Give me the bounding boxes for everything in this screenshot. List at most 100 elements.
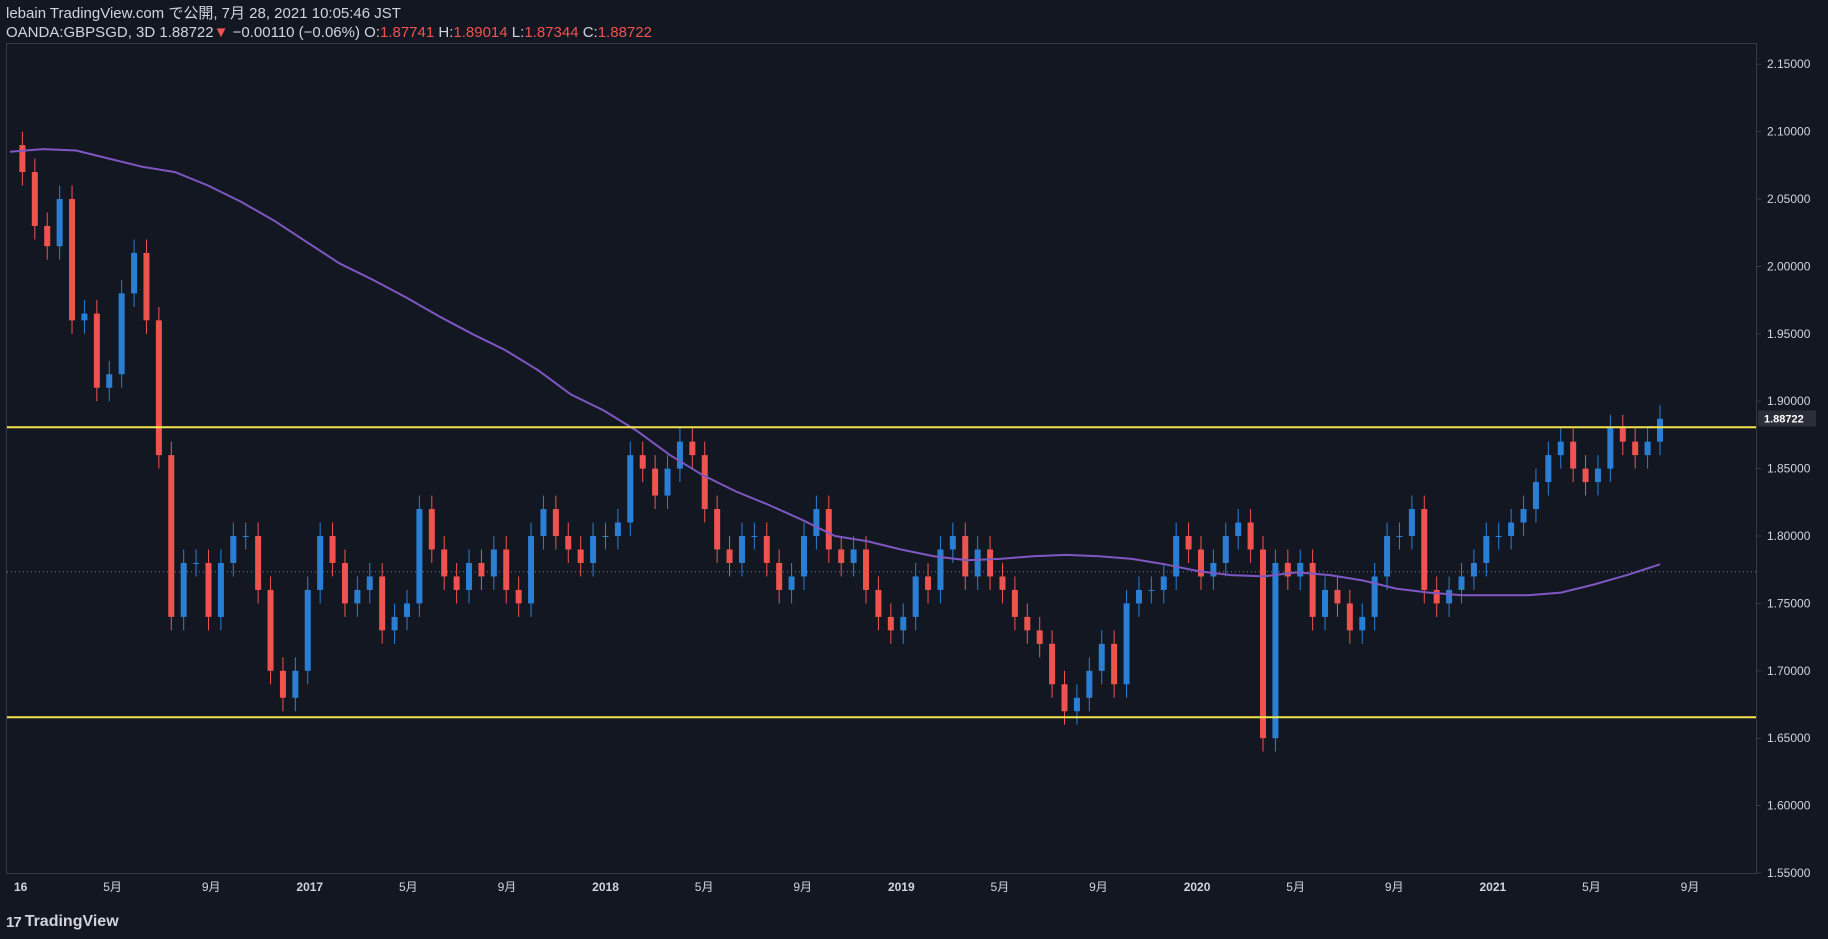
candle-body bbox=[1644, 441, 1651, 456]
moving-average-line bbox=[9, 148, 1661, 597]
candle-body bbox=[453, 576, 460, 590]
candle-body bbox=[987, 549, 994, 577]
candle-body bbox=[168, 455, 175, 617]
candle-body bbox=[838, 549, 845, 563]
candle-body bbox=[1309, 562, 1316, 617]
last-price-tag: 1.88722 bbox=[1764, 413, 1804, 425]
candle-body bbox=[1346, 603, 1353, 631]
candle-body bbox=[391, 616, 398, 631]
y-tick-label: 2.10000 bbox=[1767, 125, 1811, 139]
candle-body bbox=[1495, 536, 1502, 538]
candle-body bbox=[1197, 549, 1204, 577]
candle-body bbox=[1446, 589, 1453, 604]
candle-body bbox=[738, 536, 745, 563]
candle-body bbox=[317, 536, 324, 590]
candle-body bbox=[1073, 697, 1080, 712]
candle-body bbox=[1185, 536, 1192, 550]
candle-body bbox=[193, 562, 200, 564]
candle-body bbox=[292, 670, 299, 698]
x-tick-label: 9月 bbox=[1385, 880, 1404, 894]
candle-body bbox=[93, 313, 100, 388]
candle-body bbox=[776, 562, 783, 590]
candle-body bbox=[515, 589, 522, 604]
candle-body bbox=[937, 549, 944, 590]
candle-body bbox=[925, 576, 932, 590]
change-value: −0.00110 (−0.06%) bbox=[232, 24, 360, 41]
candle-body bbox=[701, 455, 708, 510]
candle-body bbox=[1470, 562, 1477, 577]
candle-body bbox=[664, 468, 671, 496]
brand-name: TradingView bbox=[24, 913, 119, 930]
candle-body bbox=[1086, 670, 1093, 698]
candle-body bbox=[1024, 616, 1031, 631]
candle-body bbox=[714, 509, 721, 550]
candle-body bbox=[552, 509, 559, 537]
candle-body bbox=[44, 225, 51, 247]
candle-body bbox=[850, 549, 857, 563]
candle-body bbox=[106, 374, 113, 388]
candle-body bbox=[1594, 468, 1601, 483]
candle-body bbox=[255, 536, 262, 590]
candle-body bbox=[1657, 418, 1663, 442]
candle-body bbox=[1371, 576, 1378, 617]
open-label: O: bbox=[364, 24, 380, 41]
candle-body bbox=[800, 536, 807, 577]
candle-body bbox=[1111, 643, 1118, 685]
candle-body bbox=[1284, 562, 1291, 577]
candle-body bbox=[614, 522, 621, 537]
candle-body bbox=[689, 441, 696, 456]
x-tick-label: 5月 bbox=[695, 880, 714, 894]
y-tick-label: 1.95000 bbox=[1767, 327, 1811, 341]
candle-body bbox=[887, 616, 894, 631]
candle-body bbox=[1433, 589, 1440, 604]
candle-body bbox=[1173, 536, 1180, 577]
candle-body bbox=[1260, 549, 1267, 739]
candle-body bbox=[602, 536, 609, 538]
x-tick-label: 2017 bbox=[296, 880, 323, 894]
candle-body bbox=[540, 509, 547, 537]
candle-body bbox=[1247, 522, 1254, 550]
candle-body bbox=[478, 562, 485, 577]
candle-body bbox=[1532, 482, 1539, 510]
candle-body bbox=[118, 293, 125, 375]
candle-body bbox=[143, 252, 150, 321]
x-tick-label: 5月 bbox=[1582, 880, 1601, 894]
candle-body bbox=[962, 536, 969, 577]
candle-body bbox=[1011, 589, 1018, 617]
candle-body bbox=[726, 549, 733, 563]
candle-body bbox=[304, 589, 311, 671]
candle-body bbox=[428, 509, 435, 550]
candle-body bbox=[1135, 589, 1142, 604]
candle-body bbox=[949, 536, 956, 550]
candle-body bbox=[1384, 536, 1391, 577]
candle-body bbox=[1235, 522, 1242, 537]
candle-body bbox=[466, 562, 473, 590]
y-tick-label: 1.70000 bbox=[1767, 664, 1811, 678]
candle-body bbox=[1061, 684, 1068, 712]
candle-body bbox=[1210, 562, 1217, 577]
close-value: 1.88722 bbox=[597, 24, 652, 41]
candle-body bbox=[180, 562, 187, 617]
y-tick-label: 2.15000 bbox=[1767, 57, 1811, 71]
candle-body bbox=[267, 589, 274, 671]
candle-body bbox=[1632, 441, 1639, 456]
y-tick-label: 2.00000 bbox=[1767, 259, 1811, 273]
candle-body bbox=[155, 320, 162, 456]
last-price-tag-bg bbox=[1758, 410, 1816, 427]
y-tick-label: 1.60000 bbox=[1767, 799, 1811, 813]
candle-body bbox=[1036, 630, 1043, 644]
high-label: H: bbox=[438, 24, 454, 41]
candle-body bbox=[1049, 643, 1056, 685]
candle-body bbox=[999, 576, 1006, 590]
y-tick-label: 2.05000 bbox=[1767, 192, 1811, 206]
candle-body bbox=[1272, 562, 1279, 739]
chart-area[interactable] bbox=[6, 43, 1757, 874]
candle-body bbox=[751, 536, 758, 538]
candle-body bbox=[912, 576, 919, 617]
candle-body bbox=[403, 603, 410, 617]
candle-body bbox=[1483, 536, 1490, 563]
candle-body bbox=[1520, 509, 1527, 523]
x-tick-label: 5月 bbox=[991, 880, 1010, 894]
candle-body bbox=[69, 199, 76, 321]
